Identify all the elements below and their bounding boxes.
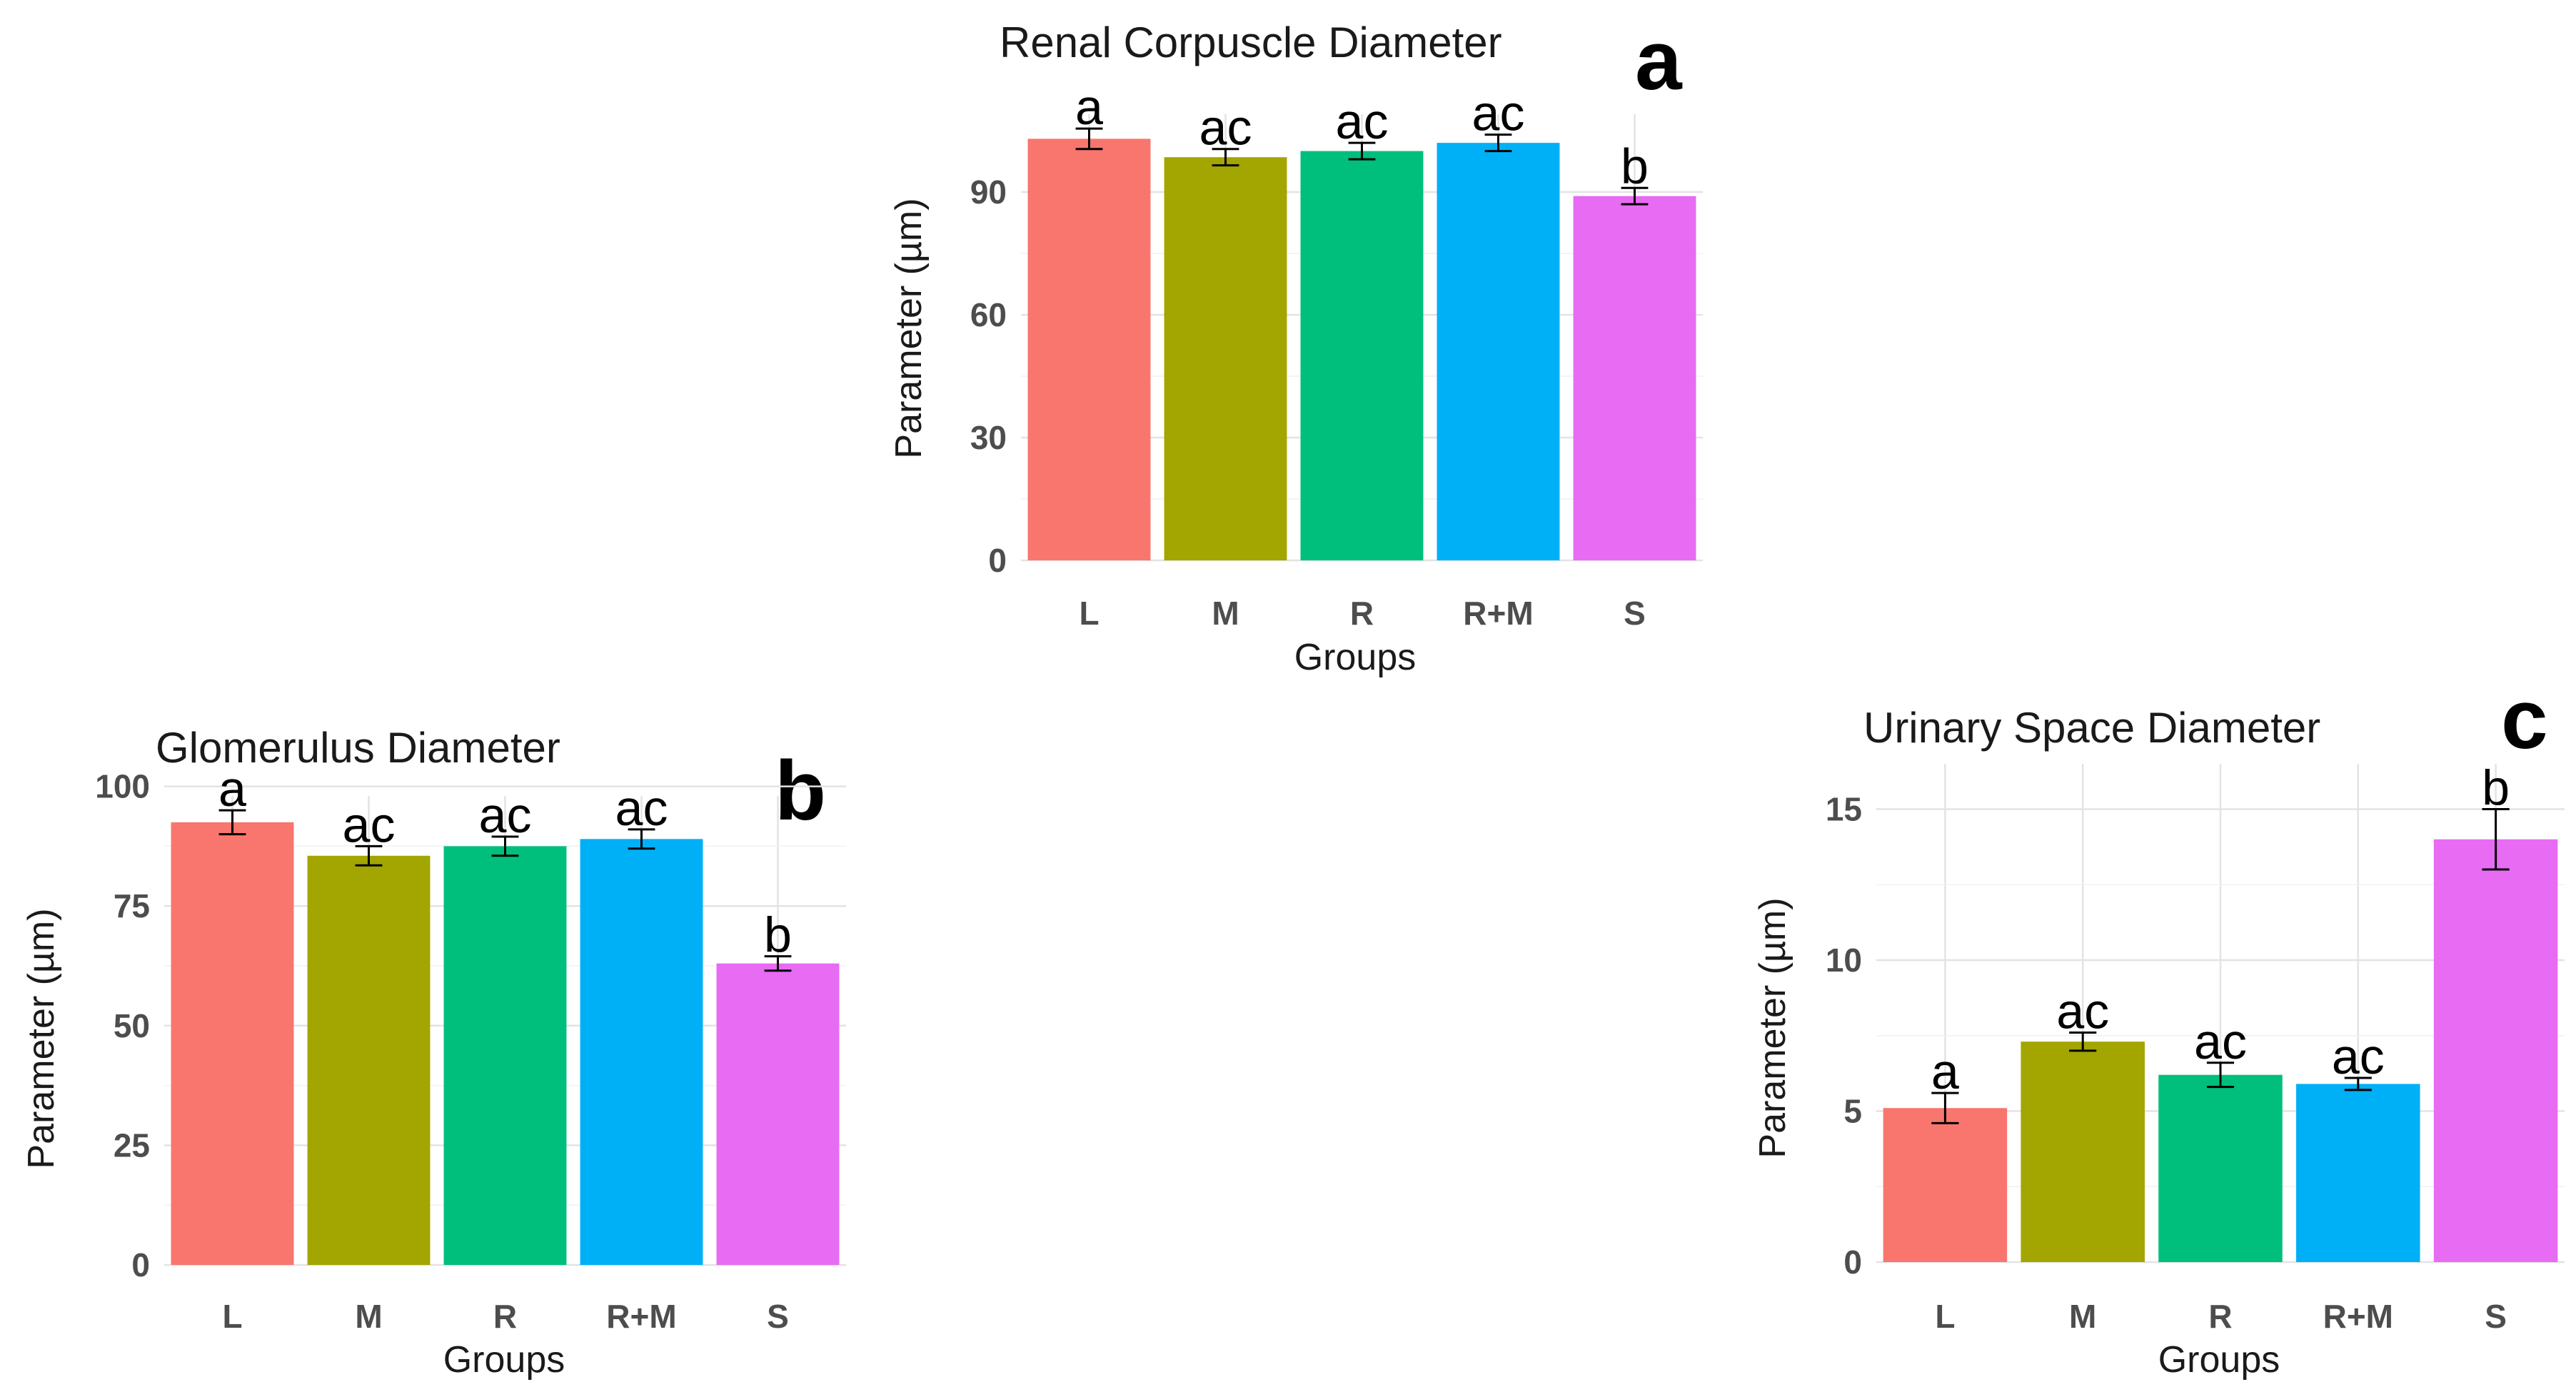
error-bar — [628, 828, 655, 850]
chart-title: Glomerulus Diameter — [156, 724, 560, 772]
chart-panel-a: Renal Corpuscle Diameter a a ac ac ac b 0 30 6… — [888, 14, 1703, 678]
significance-label: ac — [1472, 86, 1525, 141]
y-tick-label: 5 — [1843, 1092, 1862, 1129]
error-bar — [1075, 127, 1103, 151]
x-tick-label: L — [1935, 1298, 1955, 1335]
error-bar — [491, 835, 519, 857]
significance-label: ac — [343, 797, 396, 852]
y-tick-label: 0 — [131, 1246, 150, 1283]
significance-label: ac — [2194, 1014, 2247, 1069]
bar-S — [2433, 839, 2558, 1262]
y-axis: 0 25 50 75 100 — [95, 768, 150, 1283]
bar-R+M — [580, 839, 703, 1265]
y-tick-label: 30 — [970, 419, 1007, 456]
bar-M — [2021, 1042, 2145, 1262]
y-tick-label: 100 — [95, 768, 150, 805]
x-axis: L M R R+M S — [222, 1298, 788, 1335]
panel-label: b — [775, 744, 826, 838]
x-tick-label: L — [222, 1298, 242, 1335]
error-bar — [1484, 133, 1512, 153]
x-tick-label: M — [355, 1298, 382, 1335]
significance-label: b — [1621, 138, 1649, 194]
x-axis-title: Groups — [2158, 1339, 2280, 1381]
x-tick-label: L — [1079, 595, 1099, 632]
y-tick-label: 10 — [1826, 942, 1862, 979]
bar-M — [307, 855, 431, 1265]
x-tick-label: R+M — [2323, 1298, 2393, 1335]
x-tick-label: M — [2069, 1298, 2096, 1335]
chart-title: Urinary Space Diameter — [1863, 704, 2320, 752]
error-bar — [2206, 1061, 2235, 1089]
y-axis: 0 30 60 90 — [970, 173, 1007, 579]
y-axis-title: Parameter (µm) — [21, 908, 62, 1169]
significance-label: ac — [615, 780, 668, 836]
significance-label: b — [764, 907, 792, 963]
x-tick-label: M — [1212, 595, 1239, 632]
bar-L — [171, 822, 294, 1265]
error-bar — [218, 809, 246, 836]
error-bar — [1931, 1091, 1959, 1124]
bar-R — [1300, 151, 1424, 561]
bar-L — [1027, 138, 1151, 560]
bar-R+M — [1437, 143, 1560, 560]
panel-label: c — [2501, 672, 2548, 767]
bar-R — [443, 846, 567, 1265]
panel-label: a — [1635, 14, 1683, 108]
significance-label: ac — [1199, 100, 1252, 156]
x-tick-label: R+M — [606, 1298, 676, 1335]
chart-title: Renal Corpuscle Diameter — [1000, 19, 1502, 66]
error-bar — [764, 955, 792, 972]
bars: a ac ac ac b — [1883, 760, 2558, 1262]
significance-label: ac — [1336, 94, 1389, 149]
x-tick-label: S — [767, 1298, 789, 1335]
bar-S — [716, 963, 840, 1265]
x-tick-label: R+M — [1463, 595, 1533, 632]
y-tick-label: 0 — [1843, 1244, 1862, 1281]
x-tick-label: R — [493, 1298, 517, 1335]
bar-R — [2158, 1074, 2283, 1262]
error-bar — [1621, 186, 1649, 206]
chart-panel-b: Glomerulus Diameter b a ac ac ac b 0 25 50 75 10… — [21, 724, 846, 1381]
y-tick-label: 0 — [988, 542, 1007, 579]
y-tick-label: 25 — [114, 1126, 150, 1164]
y-tick-label: 75 — [114, 887, 150, 924]
significance-label: ac — [2056, 983, 2109, 1039]
y-axis: 0 5 10 15 — [1826, 790, 1862, 1281]
chart-panel-c: Urinary Space Diameter c a ac ac ac b 0 5 10 15… — [1752, 672, 2565, 1381]
significance-label: a — [1931, 1044, 1959, 1099]
x-tick-label: R — [1350, 595, 1374, 632]
bar-L — [1883, 1108, 2008, 1262]
y-axis-title: Parameter (µm) — [888, 198, 930, 458]
y-tick-label: 50 — [114, 1007, 150, 1044]
error-bar — [2344, 1076, 2372, 1091]
bar-M — [1164, 157, 1287, 560]
significance-label: a — [218, 761, 246, 817]
bar-R+M — [2296, 1084, 2420, 1262]
error-bar — [2482, 807, 2510, 871]
y-tick-label: 90 — [970, 173, 1007, 211]
x-axis: L M R R+M S — [1935, 1298, 2507, 1335]
x-axis: L M R R+M S — [1079, 595, 1645, 632]
significance-label: ac — [479, 787, 532, 843]
y-axis-title: Parameter (µm) — [1752, 897, 1793, 1158]
error-bar — [355, 844, 383, 867]
x-tick-label: R — [2208, 1298, 2232, 1335]
error-bar — [1212, 148, 1239, 167]
error-bar — [2069, 1032, 2097, 1052]
y-tick-label: 60 — [970, 296, 1007, 333]
significance-label: b — [2482, 760, 2510, 815]
error-bar — [1348, 141, 1376, 161]
x-axis-title: Groups — [443, 1339, 565, 1381]
bars: a ac ac ac b — [171, 761, 840, 1265]
x-tick-label: S — [2485, 1298, 2507, 1335]
bars: a ac ac ac b — [1027, 79, 1696, 561]
y-tick-label: 15 — [1826, 790, 1862, 827]
significance-label: ac — [2332, 1029, 2385, 1084]
bar-S — [1573, 196, 1696, 560]
significance-label: a — [1075, 79, 1103, 135]
x-tick-label: S — [1624, 595, 1646, 632]
x-axis-title: Groups — [1294, 637, 1417, 678]
